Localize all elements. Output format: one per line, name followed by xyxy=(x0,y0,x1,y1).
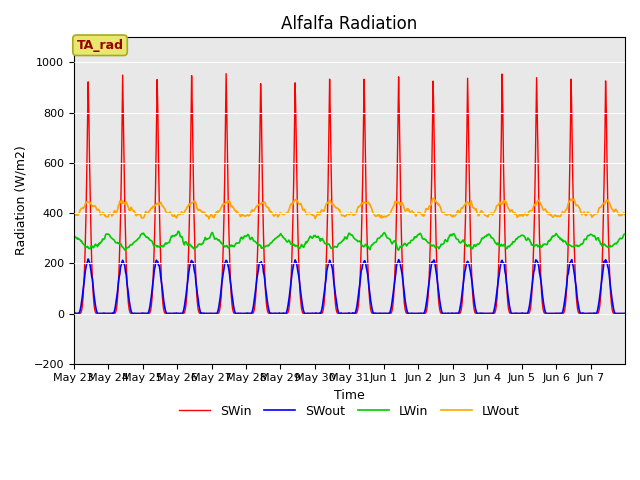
LWout xyxy=(438,210,446,216)
Line: SWout: SWout xyxy=(74,259,625,313)
SWin xyxy=(134,311,142,316)
LWout xyxy=(205,216,212,222)
SWin xyxy=(70,311,77,316)
LWout xyxy=(407,209,415,215)
LWin xyxy=(237,234,245,240)
LWout xyxy=(70,213,77,219)
SWin xyxy=(285,307,292,313)
LWout xyxy=(264,205,271,211)
SWout xyxy=(72,311,80,316)
SWin xyxy=(438,311,445,316)
SWin xyxy=(621,311,629,316)
SWin xyxy=(237,311,244,316)
SWout xyxy=(265,306,273,312)
LWin xyxy=(122,248,129,253)
X-axis label: Time: Time xyxy=(334,389,365,402)
SWin xyxy=(222,71,230,76)
Y-axis label: Radiation (W/m2): Radiation (W/m2) xyxy=(15,145,28,255)
SWout xyxy=(285,293,293,299)
SWin xyxy=(407,311,415,316)
LWin xyxy=(408,238,415,243)
SWout xyxy=(621,311,629,316)
Line: LWout: LWout xyxy=(74,198,625,219)
Line: SWin: SWin xyxy=(74,73,625,313)
Title: Alfalfa Radiation: Alfalfa Radiation xyxy=(281,15,417,33)
Legend: SWin, SWout, LWin, LWout: SWin, SWout, LWin, LWout xyxy=(174,400,525,423)
LWin xyxy=(175,228,182,234)
SWout xyxy=(136,311,144,316)
SWout xyxy=(408,311,415,316)
LWin xyxy=(621,231,629,237)
SWout xyxy=(438,311,446,316)
Line: LWin: LWin xyxy=(74,231,625,251)
SWout xyxy=(84,256,92,262)
LWout xyxy=(237,214,244,219)
LWout xyxy=(134,212,142,217)
LWin xyxy=(70,232,77,238)
LWin xyxy=(285,238,293,243)
SWin xyxy=(264,309,271,315)
LWin xyxy=(265,243,273,249)
LWin xyxy=(135,235,143,240)
LWout xyxy=(621,212,629,218)
LWin xyxy=(438,241,446,247)
LWout xyxy=(430,195,438,201)
LWout xyxy=(285,207,292,213)
SWout xyxy=(70,310,77,316)
SWout xyxy=(237,311,245,316)
Text: TA_rad: TA_rad xyxy=(77,39,124,52)
